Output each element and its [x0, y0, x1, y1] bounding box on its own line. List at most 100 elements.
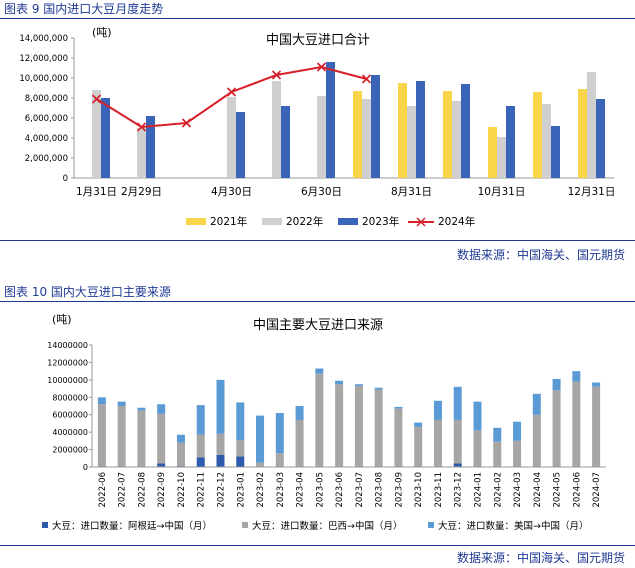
chart1-bar-2023 — [461, 84, 470, 178]
chart1-bar-2023 — [236, 112, 245, 178]
chart2-bar-usa — [374, 387, 383, 390]
chart2-bar-brazil — [97, 404, 106, 467]
chart2-bar-usa — [433, 400, 442, 420]
chart2-bar-usa — [216, 379, 225, 434]
chart1-xtick-label: 8月31日 — [391, 186, 432, 198]
chart1-bar-2022 — [497, 137, 506, 178]
chart2-ytick-label: 12000000 — [47, 358, 88, 367]
chart1-ytick-label: 0 — [63, 174, 68, 184]
chart2-bar-usa — [572, 371, 581, 382]
chart2-xtick-label: 2023-05 — [315, 472, 325, 508]
chart2-xtick-label: 2024-02 — [493, 472, 503, 508]
chart2-unit-label: (吨) — [52, 313, 72, 326]
chart1-bar-2021 — [533, 92, 542, 178]
chart2-bar-usa — [592, 382, 601, 387]
chart2-ytick-label: 2000000 — [52, 446, 88, 455]
chart2-xtick-label: 2023-02 — [256, 472, 266, 508]
chart2-bar-brazil — [176, 442, 185, 467]
chart1-bar-2021 — [488, 127, 497, 178]
chart2-xtick-label: 2024-04 — [533, 472, 543, 508]
chart1-xtick-label: 1月31日 — [76, 186, 117, 198]
chart1-legend-label: 2022年 — [286, 215, 323, 228]
chart1-xtick-label: 12月31日 — [568, 186, 616, 198]
chart1-point-2024 — [136, 122, 147, 132]
chart1-ytick-label: 10,000,000 — [19, 74, 68, 84]
chart2-legend-swatch — [242, 522, 248, 528]
chart1-bar-2022 — [407, 106, 416, 178]
chart2-bar-usa — [473, 401, 482, 431]
chart2-bar-brazil — [275, 453, 284, 467]
chart1-point-2024 — [181, 118, 192, 128]
chart2-bar-brazil — [433, 419, 442, 467]
chart2-bar-usa — [493, 427, 502, 442]
chart2-bar-usa — [453, 386, 462, 420]
chart1-unit-label: (吨) — [92, 26, 112, 39]
chart1-legend-label: 2023年 — [362, 215, 399, 228]
chart1-bar-2022 — [452, 101, 461, 178]
chart1-bar-2022 — [362, 99, 371, 178]
chart2-bar-usa — [97, 397, 106, 405]
chart1-ytick-label: 6,000,000 — [25, 114, 68, 124]
chart1-xtick-label: 6月30日 — [301, 186, 342, 198]
chart1-point-2024 — [316, 62, 327, 72]
chart2-bar-brazil — [394, 408, 403, 467]
chart2-bar-usa — [354, 384, 363, 386]
chart2-legend-label: 大豆：进口数量：阿根廷→中国（月） — [52, 520, 212, 532]
chart2-xtick-label: 2024-07 — [592, 472, 602, 508]
chart2-bar-usa — [315, 368, 324, 374]
chart2-bar-usa — [236, 402, 245, 440]
chart1-ytick-label: 2,000,000 — [25, 154, 68, 164]
chart1-bar-2021 — [443, 91, 452, 178]
figure-caption-1-text: 图表 9 国内进口大豆月度走势 — [4, 2, 164, 16]
figure-caption-2: 图表 10 国内大豆进口主要来源 — [0, 283, 635, 301]
chart2-bar-brazil — [453, 419, 462, 464]
chart1-bar-2022 — [227, 97, 236, 178]
chart1-bar-2023 — [281, 106, 290, 178]
chart2-legend-swatch — [428, 522, 434, 528]
figure-bottom-rule-2 — [0, 545, 635, 546]
chart2-bar-usa — [275, 412, 284, 454]
chart1-bar-2023 — [596, 99, 605, 178]
chart1-legend-swatch — [186, 218, 206, 225]
chart2-bar-argentina — [196, 457, 205, 467]
chart2-bar-argentina — [236, 456, 245, 467]
chart2-bar-brazil — [137, 410, 146, 467]
chart2-bar-usa — [414, 422, 423, 427]
chart1-bar-2023 — [416, 81, 425, 178]
chart1-xtick-label: 4月30日 — [211, 186, 252, 198]
chart2-bar-usa — [117, 401, 126, 406]
chart2-xtick-label: 2023-08 — [375, 472, 385, 508]
chart2-bar-brazil — [493, 441, 502, 467]
chart1-title: 中国大豆进口合计 — [266, 33, 370, 48]
chart2-bar-brazil — [216, 433, 225, 455]
chart1-bar-2022 — [92, 90, 101, 178]
chart-soybean-import-sources: (吨) 中国主要大豆进口来源 0 2000000 4000000 6000000 800… — [42, 313, 606, 532]
chart2-bar-argentina — [453, 463, 462, 467]
chart2-xtick-label: 2023-01 — [236, 472, 246, 508]
chart2-bar-usa — [157, 404, 166, 414]
chart2-ytick-label: 0 — [83, 463, 88, 472]
figure-caption-1: 图表 9 国内进口大豆月度走势 — [0, 0, 635, 18]
chart2-bar-brazil — [414, 426, 423, 467]
chart1-bar-2022 — [137, 128, 146, 178]
chart2-bar-usa — [196, 405, 205, 435]
chart2-bar-usa — [335, 380, 344, 385]
chart1-legend-swatch — [338, 218, 358, 225]
chart2-bar-brazil — [572, 381, 581, 467]
chart2-xtick-label: 2023-09 — [394, 472, 404, 508]
chart1-legend-label: 2024年 — [438, 215, 475, 228]
chart2-bar-usa — [532, 393, 541, 415]
chart2-ytick-label: 4000000 — [52, 428, 88, 437]
chart1-bar-2021 — [578, 89, 587, 178]
chart1-legend-swatch — [262, 218, 282, 225]
chart2-bar-brazil — [374, 389, 383, 467]
chart2-xtick-label: 2022-08 — [137, 472, 147, 508]
chart2-bar-usa — [137, 407, 146, 411]
chart2-bar-brazil — [315, 373, 324, 467]
chart1-ytick-label: 8,000,000 — [25, 94, 68, 104]
figure-caption-2-text: 图表 10 国内大豆进口主要来源 — [4, 285, 171, 299]
chart1-legend-marker — [416, 217, 426, 227]
chart2-xtick-label: 2024-06 — [572, 472, 582, 508]
chart2-xtick-label: 2023-10 — [414, 472, 424, 508]
chart2-xtick-label: 2024-05 — [553, 472, 563, 508]
